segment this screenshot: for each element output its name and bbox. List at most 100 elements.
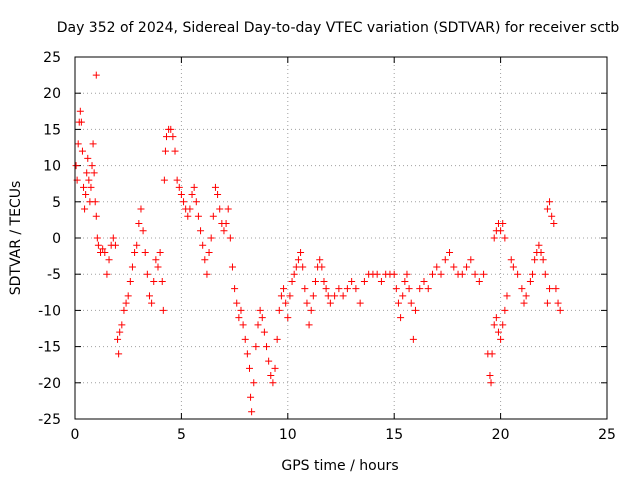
data-point — [394, 299, 402, 307]
data-point — [507, 256, 515, 264]
data-point — [78, 147, 86, 155]
data-point — [450, 263, 458, 271]
data-point — [543, 205, 551, 213]
data-point — [499, 321, 507, 329]
data-point — [343, 285, 351, 293]
data-point — [214, 191, 222, 199]
data-point — [326, 299, 334, 307]
data-point — [471, 270, 479, 278]
data-point — [286, 292, 294, 300]
data-point — [290, 270, 298, 278]
data-point — [475, 277, 483, 285]
data-point — [335, 285, 343, 293]
data-point — [184, 212, 192, 220]
data-point — [173, 176, 181, 184]
data-point — [282, 299, 290, 307]
data-point — [514, 270, 522, 278]
data-point — [159, 306, 167, 314]
data-point — [486, 372, 494, 380]
data-point — [492, 314, 500, 322]
data-point — [360, 277, 368, 285]
tick-labels: 0 5 10 15 20 25 25 20 15 10 5 0 -5 -10 -15 -20 -25 — [38, 50, 616, 443]
data-point — [280, 285, 288, 293]
x-tick-label: 20 — [492, 427, 510, 443]
data-point — [101, 248, 109, 256]
data-point — [258, 314, 266, 322]
data-point — [265, 357, 273, 365]
data-point — [301, 285, 309, 293]
y-tick-label: 10 — [43, 159, 61, 175]
data-point — [324, 292, 332, 300]
data-point — [250, 379, 258, 387]
data-point — [188, 191, 196, 199]
data-point — [222, 220, 230, 228]
data-point — [91, 198, 99, 206]
data-point — [256, 306, 264, 314]
data-point — [118, 321, 126, 329]
data-point — [550, 220, 558, 228]
data-point — [150, 277, 158, 285]
data-point — [203, 270, 211, 278]
data-point — [154, 263, 162, 271]
data-point — [416, 285, 424, 293]
y-tick-label: -5 — [47, 267, 61, 283]
data-point — [235, 314, 243, 322]
data-point — [89, 140, 97, 148]
data-point — [271, 364, 279, 372]
data-point — [543, 299, 551, 307]
data-point — [145, 292, 153, 300]
y-tick-label: 20 — [43, 86, 61, 102]
data-point — [522, 292, 530, 300]
y-axis-label: SDTVAR / TECUs — [8, 181, 24, 296]
data-point — [294, 256, 302, 264]
y-tick-label: 25 — [43, 50, 61, 66]
data-point — [463, 263, 471, 271]
data-point — [93, 234, 101, 242]
data-point — [526, 277, 534, 285]
data-point — [158, 277, 166, 285]
data-point — [124, 292, 132, 300]
data-point — [275, 306, 283, 314]
data-point — [88, 162, 96, 170]
data-point — [83, 169, 91, 177]
data-point — [309, 292, 317, 300]
data-point — [499, 220, 507, 228]
data-point — [494, 328, 502, 336]
data-point — [156, 248, 164, 256]
chart-title: Day 352 of 2024, Sidereal Day-to-day VTE… — [57, 20, 620, 36]
data-point — [446, 248, 454, 256]
data-point — [171, 147, 179, 155]
data-point — [292, 263, 300, 271]
data-point — [537, 248, 545, 256]
data-point — [76, 107, 84, 115]
data-point — [503, 292, 511, 300]
data-point — [197, 227, 205, 235]
data-point — [220, 227, 228, 235]
data-point — [239, 321, 247, 329]
data-point — [72, 162, 80, 170]
data-point — [429, 270, 437, 278]
data-point — [373, 270, 381, 278]
data-point — [126, 277, 134, 285]
data-point — [433, 263, 441, 271]
data-point — [546, 285, 554, 293]
data-point — [186, 205, 194, 213]
data-point — [233, 299, 241, 307]
data-point — [160, 176, 168, 184]
data-point — [541, 270, 549, 278]
data-point — [84, 154, 92, 162]
data-point — [114, 335, 122, 343]
data-point — [141, 248, 149, 256]
data-point — [339, 292, 347, 300]
y-tick-label: 0 — [52, 231, 61, 247]
data-point — [320, 277, 328, 285]
data-point — [411, 306, 419, 314]
data-point — [273, 335, 281, 343]
data-point — [163, 133, 171, 141]
data-point — [74, 140, 82, 148]
data-point — [177, 191, 185, 199]
data-point — [94, 241, 102, 249]
data-point — [424, 285, 432, 293]
y-tick-label: -25 — [38, 412, 61, 428]
